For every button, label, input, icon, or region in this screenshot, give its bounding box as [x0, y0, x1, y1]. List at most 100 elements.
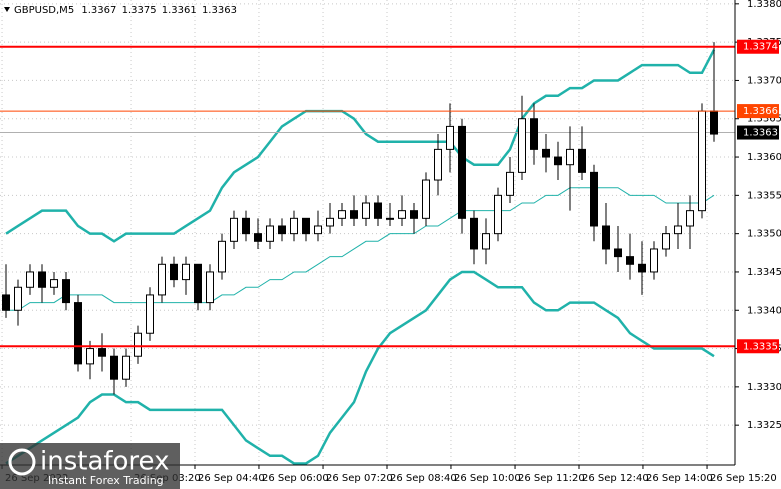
y-tick-label: 1.3380 — [747, 0, 781, 10]
candle-body — [158, 263, 166, 296]
candle-body — [314, 225, 322, 235]
candle-body — [38, 271, 46, 288]
x-tick-label: 26 Sep 12:40 — [582, 473, 649, 484]
candle-body — [410, 210, 418, 219]
candle-body — [182, 263, 190, 281]
candle-body — [446, 125, 454, 150]
candle-body — [26, 271, 34, 288]
candle-body — [506, 171, 514, 196]
candle-body — [434, 148, 442, 181]
y-tick-label: 1.3345 — [747, 267, 781, 278]
watermark: instaforex Instant Forex Trading — [0, 443, 180, 489]
candle-body — [326, 217, 334, 227]
candle-body — [218, 240, 226, 273]
x-tick-label: 26 Sep 06:00 — [262, 473, 329, 484]
candle-body — [302, 217, 310, 235]
candle-body — [458, 125, 466, 219]
menu-arrow[interactable] — [4, 7, 10, 12]
candle-body — [530, 118, 538, 150]
level-label-box — [737, 104, 779, 119]
y-tick-label: 1.3365 — [747, 114, 781, 125]
candle-body — [254, 233, 262, 242]
level-label-box — [737, 39, 779, 54]
candle-body — [686, 210, 694, 227]
y-tick-label: 1.3360 — [747, 152, 781, 163]
y-tick-label: 1.3340 — [747, 305, 781, 316]
watermark-box — [0, 443, 180, 489]
candle-body — [590, 171, 598, 227]
candle-body — [266, 225, 274, 242]
candle-body — [602, 225, 610, 250]
candle-body — [14, 286, 22, 311]
candle-body — [338, 210, 346, 219]
y-tick-label: 1.3350 — [747, 229, 781, 240]
symbol: GBPUSD,M5 — [14, 5, 74, 16]
candle-body — [494, 194, 502, 235]
x-tick-label: 26 Sep 04:40 — [198, 473, 265, 484]
candle-body — [86, 348, 94, 365]
level-label-box — [737, 339, 779, 354]
candle-body — [386, 217, 394, 220]
y-tick-label: 1.3325 — [747, 420, 781, 431]
y-tick-label: 1.3370 — [747, 75, 781, 86]
candle-body — [146, 294, 154, 334]
level-label: 1.3374 — [743, 42, 778, 53]
candle-body — [62, 279, 70, 304]
candle-body — [194, 263, 202, 304]
candle-body — [614, 248, 622, 258]
y-tick-label: 1.3330 — [747, 382, 781, 393]
watermark-brand: instaforex — [40, 447, 169, 477]
watermark-logo — [8, 448, 36, 476]
candle-body — [362, 202, 370, 219]
candle-body — [134, 332, 142, 357]
header-open: 1.3367 — [81, 5, 116, 16]
last-price-box — [737, 125, 779, 140]
header-close: 1.3363 — [202, 5, 237, 16]
level-label: 1.3366 — [743, 106, 778, 117]
x-tick-label: 26 Sep 10:00 — [454, 473, 521, 484]
candle-body — [290, 217, 298, 235]
y-tick-label: 1.3355 — [747, 190, 781, 201]
last-price-label: 1.3363 — [743, 128, 778, 139]
plot-area — [0, 42, 735, 465]
candle-body — [350, 210, 358, 219]
x-tick-label: 26 Sep 11:20 — [518, 473, 585, 484]
candle-body — [470, 217, 478, 250]
band-lower — [5, 270, 715, 465]
candle-body — [518, 118, 526, 173]
candle-body — [482, 233, 490, 250]
candle-body — [578, 148, 586, 173]
candle-body — [566, 148, 574, 166]
candle-body — [170, 263, 178, 281]
header-low: 1.3361 — [162, 5, 197, 16]
candle-body — [206, 271, 214, 304]
candle-body — [2, 294, 10, 311]
candle-body — [98, 348, 106, 357]
watermark-tagline: Instant Forex Trading — [48, 474, 164, 487]
candle-body — [122, 355, 130, 380]
level-label: 1.3335 — [743, 341, 778, 352]
candle-body — [710, 110, 718, 135]
candle-body — [650, 248, 658, 273]
x-tick-label: 26 Sep 14:00 — [646, 473, 713, 484]
x-tick-label: 26 Sep 08:40 — [390, 473, 457, 484]
grid — [0, 0, 735, 465]
chart-header: GBPUSD,M5 1.3367 1.3375 1.3361 1.3363 — [14, 5, 237, 16]
candle-body — [398, 210, 406, 219]
candle-body — [278, 225, 286, 235]
candle-body — [374, 202, 382, 219]
band-upper — [5, 49, 716, 243]
x-tick-label: 26 Sep 07:20 — [326, 473, 393, 484]
candle-body — [542, 148, 550, 158]
candle-body — [242, 217, 250, 235]
candle-body — [662, 233, 670, 250]
candle-body — [422, 179, 430, 219]
candle-body — [110, 355, 118, 380]
candle-body — [674, 225, 682, 235]
candle-body — [626, 256, 634, 265]
candle-body — [638, 263, 646, 273]
candle-body — [698, 110, 706, 212]
